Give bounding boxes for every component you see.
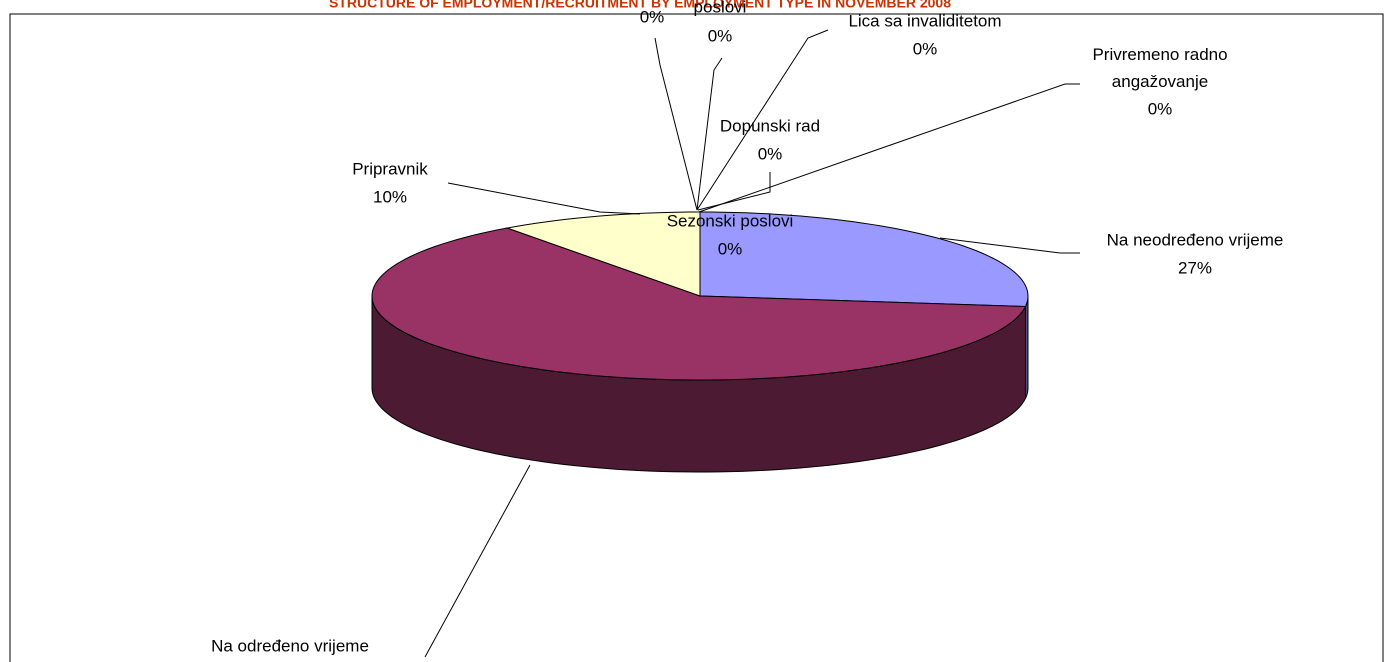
- leader-line: [697, 172, 771, 211]
- chart-title: STRUCTURE OF EMPLOYMENT/RECRUITMENT BY E…: [329, 0, 951, 11]
- data-label-name: Dopunski rad: [720, 116, 820, 135]
- data-label-name: Na neodređeno vrijeme: [1107, 230, 1284, 249]
- leader-line: [424, 464, 531, 658]
- data-label-name: Lica sa invaliditetom: [848, 11, 1001, 30]
- data-label-name: Na određeno vrijeme: [211, 636, 369, 655]
- leader-line: [654, 37, 698, 211]
- data-label-name: Privremeno radno angažovanje: [1092, 45, 1227, 91]
- data-label-name: Sezonski poslovi: [667, 211, 794, 230]
- pie-slice: [699, 211, 1029, 308]
- data-label-value: 0%: [913, 39, 938, 58]
- leader-line: [696, 29, 829, 211]
- chart-frame: [9, 13, 1384, 662]
- leader-line: [939, 237, 1080, 254]
- data-label-value: 10%: [373, 187, 407, 206]
- data-label-value: 0%: [640, 7, 665, 26]
- leader-line: [447, 182, 641, 215]
- data-label-value: 0%: [758, 144, 783, 163]
- data-label-value: 0%: [1148, 99, 1173, 118]
- pie-slice: [371, 227, 1027, 381]
- leader-line: [696, 57, 723, 211]
- data-label-value: 27%: [1178, 258, 1212, 277]
- pie-slice: [505, 211, 701, 297]
- leader-line: [698, 83, 1080, 213]
- data-label-value: 0%: [718, 239, 743, 258]
- data-label-name: Pripravnik: [352, 159, 428, 178]
- data-label-name: poslovi: [694, 0, 747, 16]
- data-label-value: 0%: [708, 26, 733, 45]
